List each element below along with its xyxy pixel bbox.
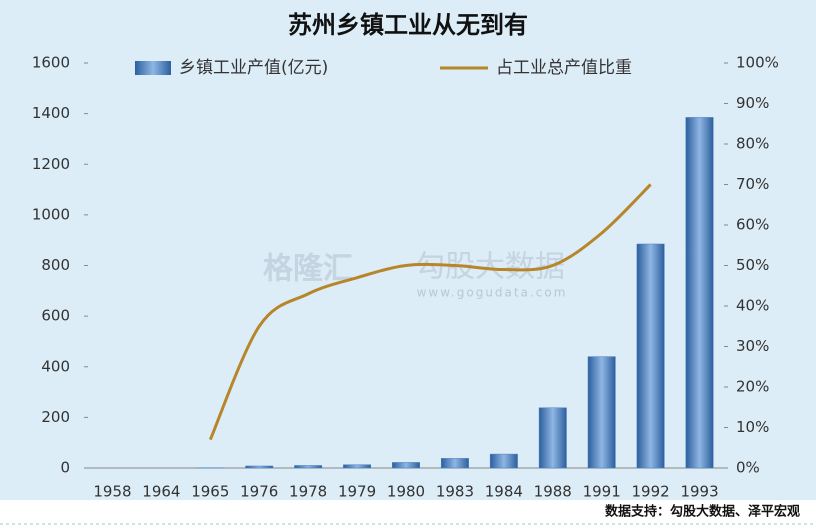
y2-tick-label: 100% — [736, 54, 779, 72]
x-tick-label: 1976 — [240, 483, 278, 501]
x-tick-label: 1958 — [93, 483, 131, 501]
x-tick-label: 1993 — [680, 483, 718, 501]
x-tick-label: 1992 — [632, 483, 670, 501]
line — [208, 183, 652, 441]
x-tick-label: 1983 — [436, 483, 474, 501]
y2-tick-label: 50% — [736, 256, 769, 274]
y2-tick-label: 20% — [736, 378, 769, 396]
bar — [489, 453, 518, 469]
watermark: 勾股大数据 — [415, 250, 565, 285]
legend-label: 乡镇工业产值(亿元) — [179, 58, 328, 78]
bar — [392, 462, 420, 469]
y2-tick-label: 90% — [736, 94, 769, 112]
y2-tick-label: 10% — [736, 418, 769, 436]
y-tick-label: 400 — [41, 357, 70, 375]
x-tick-label: 1978 — [289, 483, 327, 501]
y-tick-label: 800 — [41, 256, 70, 274]
x-tick-label: 1991 — [583, 483, 621, 501]
y2-tick-label: 60% — [736, 216, 769, 234]
x-tick-label: 1965 — [191, 483, 229, 501]
bar — [245, 465, 274, 469]
x-tick-label: 1984 — [485, 483, 523, 501]
x-tick-label: 1964 — [142, 483, 180, 501]
bar — [587, 356, 616, 469]
y-tick-label: 600 — [41, 307, 70, 325]
y2-tick-label: 40% — [736, 297, 769, 315]
bar — [538, 407, 567, 469]
y-tick-label: 1200 — [32, 155, 70, 173]
x-tick-label: 1980 — [387, 483, 425, 501]
x-tick-label: 1979 — [338, 483, 376, 501]
y-tick-label: 1600 — [32, 54, 70, 72]
bar — [440, 458, 469, 469]
legend-label: 占工业总产值比重 — [496, 58, 632, 78]
y2-tick-label: 0% — [736, 459, 760, 477]
legend-swatch — [135, 61, 171, 75]
background — [0, 0, 816, 500]
y-tick-label: 1000 — [32, 205, 70, 223]
y2-tick-label: 30% — [736, 337, 769, 355]
x-tick-label: 1988 — [534, 483, 572, 501]
y-tick-label: 200 — [41, 408, 70, 426]
chart-title: 苏州乡镇工业从无到有 — [288, 11, 528, 39]
watermark: www.gogudata.com — [417, 286, 568, 300]
bar — [294, 465, 323, 469]
watermark: 格隆汇 — [263, 252, 353, 287]
source: 数据支持：勾股大数据、泽平宏观 — [605, 504, 800, 520]
y2-tick-label: 80% — [736, 135, 769, 153]
y-tick-label: 0 — [60, 459, 70, 477]
y2-tick-label: 70% — [736, 175, 769, 193]
y-tick-label: 1400 — [32, 104, 70, 122]
bar — [343, 464, 372, 469]
bar — [685, 117, 714, 469]
bar — [636, 243, 665, 469]
